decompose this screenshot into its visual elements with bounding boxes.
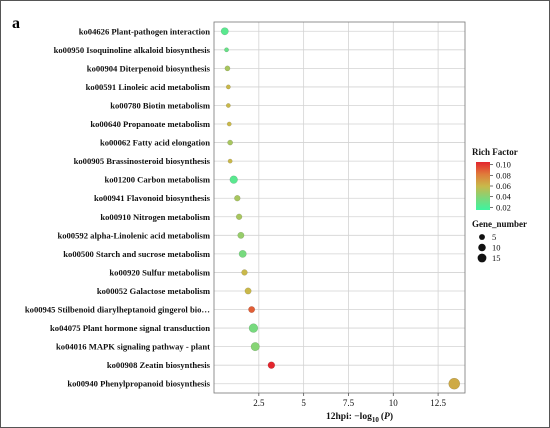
category-label: ko00052 Galactose metabolism (97, 286, 211, 296)
category-label: ko00908 Zeatin biosynthesis (107, 360, 211, 370)
gene-number-swatch (478, 243, 486, 252)
rich-factor-colorbar (476, 162, 490, 210)
data-point (448, 377, 460, 390)
category-label: ko04075 Plant hormone signal transductio… (50, 323, 210, 333)
category-label: ko00780 Biotin metabolism (110, 100, 211, 110)
x-title-sub: 10 (372, 416, 380, 424)
category-label: ko01200 Carbon metabolism (104, 175, 210, 185)
category-label: ko00940 Phenylpropanoid biosynthesis (67, 379, 210, 389)
data-points (220, 27, 460, 390)
x-title-p: P (384, 412, 390, 422)
rich-factor-ticks: 0.100.080.060.040.02 (490, 160, 512, 212)
plot-border (213, 21, 466, 394)
data-point (267, 361, 276, 369)
category-label: ko00904 Diterpenoid biosynthesis (87, 63, 211, 73)
rich-factor-tick-label: 0.08 (496, 170, 511, 180)
data-point (224, 65, 231, 72)
data-point (250, 342, 260, 352)
rich-factor-tick-label: 0.02 (496, 202, 511, 212)
gene-number-label: 10 (492, 243, 501, 253)
category-label: ko04016 MAPK signaling pathway - plant (56, 342, 210, 352)
data-point (234, 195, 241, 202)
rich-factor-tick-label: 0.06 (496, 181, 511, 191)
category-label: ko00062 Fatty acid elongation (100, 138, 210, 148)
rich-factor-tick-label: 0.10 (496, 160, 511, 170)
data-point (225, 84, 231, 90)
category-label: ko00905 Brassinosteroid biosynthesis (74, 156, 211, 166)
data-point (237, 231, 245, 239)
data-point (244, 287, 252, 295)
category-label: ko00941 Flavonoid biosynthesis (94, 193, 211, 203)
data-point (241, 269, 248, 276)
data-point (248, 323, 259, 333)
x-tick-label: 12.5 (430, 398, 446, 408)
panel-label: a (12, 15, 20, 32)
category-label: ko00910 Nitrogen metabolism (100, 212, 210, 222)
gene-number-swatch (477, 253, 487, 263)
data-point (224, 47, 229, 53)
gene-number-label: 5 (492, 232, 496, 242)
category-label: ko00950 Isoquinoline alkaloid biosynthes… (54, 45, 211, 55)
x-axis-title: 12hpi: −log10 (P) (326, 411, 393, 424)
category-label: ko00945 Stilbenoid diarylheptanoid ginge… (25, 305, 210, 315)
x-axis-ticks: 2.5 5 7.5 10 12.5 (253, 393, 446, 408)
category-label: ko00592 alpha-Linolenic acid metabolism (57, 230, 210, 240)
x-title-close: ) (390, 411, 393, 422)
data-point (220, 27, 229, 36)
gene-number-legend-title: Gene_number (472, 219, 527, 229)
x-title-main: 12hpi: −log (326, 412, 372, 422)
x-tick-label: 2.5 (253, 398, 265, 408)
category-label: ko00640 Propanoate metabolism (90, 119, 211, 129)
data-point (227, 158, 233, 164)
grid-lines (214, 22, 465, 393)
category-labels: ko04626 Plant-pathogen interaction ko0095… (25, 26, 211, 388)
x-title-paren: ( (381, 411, 384, 422)
gene-number-label: 15 (492, 253, 501, 263)
x-tick-label: 7.5 (343, 398, 355, 408)
rich-factor-legend-title: Rich Factor (472, 147, 518, 157)
data-point (225, 103, 231, 108)
category-label: ko00920 Sulfur metabolism (109, 267, 210, 277)
data-point (238, 250, 247, 258)
gene-number-swatch (479, 234, 485, 240)
data-point (227, 139, 233, 146)
rich-factor-tick-label: 0.04 (496, 192, 512, 202)
data-point (248, 306, 256, 313)
data-point (229, 175, 238, 184)
x-tick-label: 10 (389, 398, 399, 408)
category-label: ko04626 Plant-pathogen interaction (79, 26, 211, 36)
rich-factor-legend: Rich Factor 0.100.080.060.040.02 (472, 147, 518, 212)
data-point (226, 121, 232, 127)
data-point (235, 213, 243, 220)
x-tick-label: 5 (301, 398, 306, 408)
category-label: ko00500 Starch and sucrose metabolism (63, 249, 211, 259)
category-label: ko00591 Linoleic acid metabolism (86, 82, 211, 92)
